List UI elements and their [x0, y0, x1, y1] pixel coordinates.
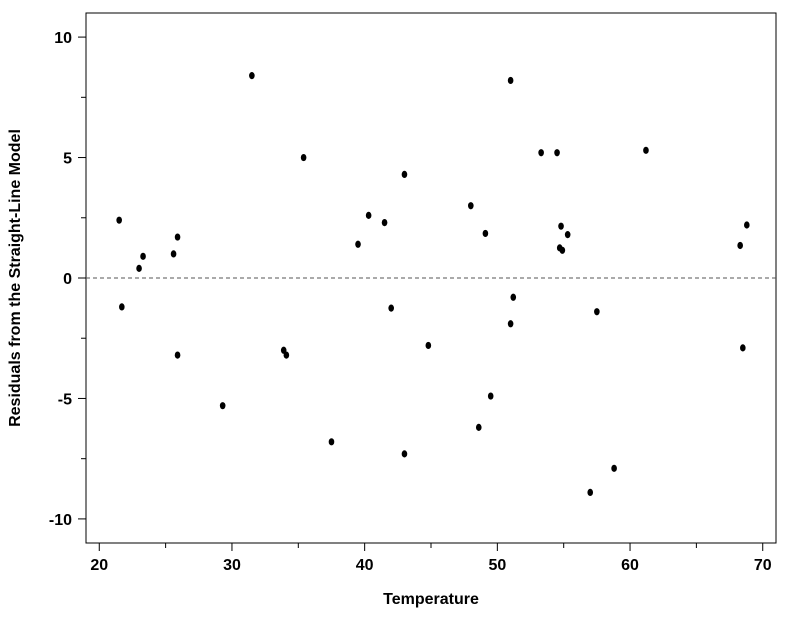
x-tick-label: 30 [223, 557, 241, 574]
data-point [300, 153, 307, 162]
data-point [425, 341, 432, 350]
data-points [116, 72, 750, 497]
data-point [559, 246, 566, 254]
data-point [737, 241, 743, 250]
data-point [538, 149, 544, 157]
data-point [219, 402, 226, 410]
data-point [510, 293, 517, 301]
data-point [355, 240, 361, 248]
x-tick-label: 60 [621, 557, 639, 574]
data-point [136, 264, 142, 272]
data-point [381, 218, 388, 227]
y-tick-label: 5 [63, 151, 72, 168]
y-tick-label: -5 [58, 391, 72, 408]
data-point [116, 216, 122, 224]
data-point [468, 202, 474, 210]
x-tick-label: 70 [754, 557, 772, 574]
y-axis-label: Residuals from the Straight-Line Model [7, 129, 24, 427]
data-point [611, 464, 617, 472]
data-point [388, 304, 394, 312]
data-point [140, 252, 146, 260]
x-axis: 20 30 40 50 60 70 [90, 543, 772, 574]
data-point [487, 392, 494, 400]
data-point [174, 351, 181, 359]
data-point [564, 231, 571, 239]
x-tick-label: 40 [356, 557, 374, 574]
x-tick-label: 50 [488, 557, 506, 574]
data-point [401, 450, 408, 458]
data-point [328, 438, 335, 446]
data-point [475, 423, 482, 431]
y-tick-label: 0 [63, 271, 72, 288]
y-tick-label: 10 [54, 30, 72, 47]
data-point [744, 221, 750, 229]
data-point [365, 211, 372, 219]
data-point [643, 146, 649, 154]
data-point [482, 229, 489, 238]
data-point [507, 320, 514, 328]
data-point [507, 76, 514, 85]
data-point [587, 488, 594, 497]
data-point [594, 308, 600, 316]
data-point [401, 170, 408, 179]
data-point [119, 303, 125, 311]
data-point [554, 149, 560, 157]
y-tick-label: -10 [49, 512, 72, 529]
data-point [170, 250, 177, 258]
data-point [174, 233, 181, 241]
x-axis-label: Temperature [383, 591, 479, 608]
y-axis: -10 -5 0 5 10 [49, 30, 86, 529]
data-point [249, 72, 255, 80]
data-point [740, 344, 746, 352]
x-tick-label: 20 [90, 557, 108, 574]
data-point [283, 351, 290, 359]
data-point [558, 222, 564, 230]
